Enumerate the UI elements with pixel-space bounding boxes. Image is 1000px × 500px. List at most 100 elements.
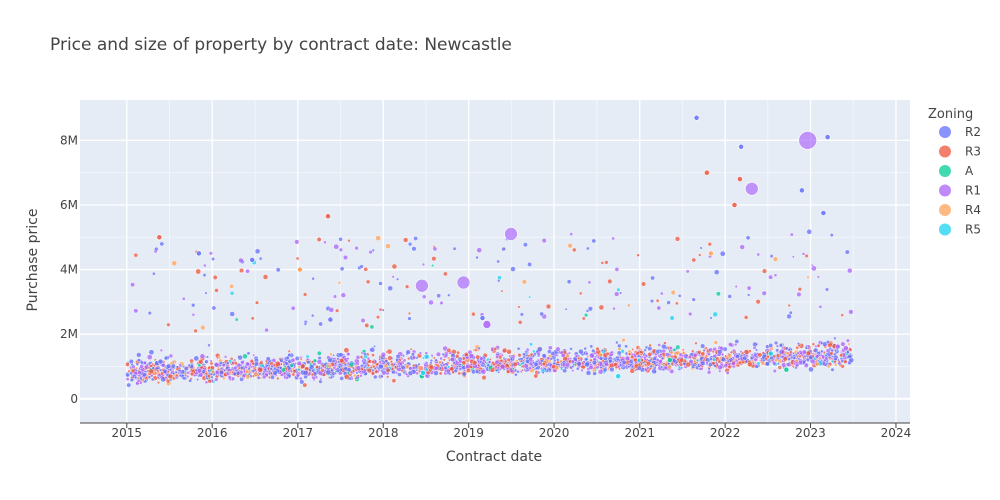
data-point	[797, 287, 802, 292]
data-point	[598, 304, 605, 311]
data-point	[692, 352, 698, 358]
y-tick-label: 0	[70, 392, 78, 406]
data-point	[769, 355, 774, 361]
data-point	[786, 313, 792, 320]
data-point	[683, 353, 689, 359]
data-point	[131, 364, 136, 369]
data-point	[497, 370, 501, 374]
data-point	[156, 381, 160, 385]
data-point	[164, 376, 168, 380]
data-point	[439, 301, 444, 306]
data-point-r3	[737, 176, 743, 182]
data-point	[205, 355, 209, 359]
data-point	[302, 369, 309, 376]
data-point	[332, 365, 337, 370]
data-point	[846, 350, 850, 355]
data-point	[607, 278, 613, 284]
data-point	[363, 266, 369, 272]
data-point	[347, 239, 351, 243]
data-point	[253, 361, 259, 367]
data-point	[333, 371, 337, 375]
data-point	[660, 291, 664, 296]
data-point	[234, 317, 239, 322]
data-point	[788, 310, 793, 315]
data-point	[801, 252, 806, 256]
data-point	[431, 256, 437, 262]
data-point	[283, 365, 287, 369]
data-point-r3	[156, 234, 163, 241]
data-point	[591, 360, 597, 366]
data-point	[717, 349, 723, 355]
data-point	[129, 377, 134, 383]
data-point	[574, 363, 577, 367]
data-point	[669, 350, 674, 355]
data-point	[402, 371, 406, 375]
data-point	[814, 361, 820, 367]
data-point	[636, 253, 640, 257]
data-point	[595, 365, 600, 370]
data-point	[474, 369, 480, 374]
data-point	[170, 363, 176, 369]
data-point	[488, 365, 493, 370]
data-point	[355, 355, 361, 360]
data-point	[664, 362, 669, 367]
data-point	[709, 357, 713, 361]
data-point	[292, 369, 297, 374]
data-point	[491, 361, 495, 365]
data-point	[424, 362, 428, 365]
data-point	[786, 362, 791, 367]
data-point	[706, 370, 712, 375]
data-point	[181, 296, 186, 301]
data-point	[323, 240, 327, 245]
data-point	[698, 253, 702, 257]
data-point	[643, 348, 647, 352]
data-point	[191, 313, 196, 317]
data-point	[833, 336, 837, 340]
data-point	[397, 372, 402, 377]
data-point	[316, 237, 322, 242]
data-point	[193, 355, 200, 362]
data-point	[646, 361, 652, 367]
data-point	[207, 369, 211, 373]
data-point	[615, 340, 619, 345]
data-point	[135, 362, 140, 366]
data-point	[380, 374, 384, 378]
data-point	[743, 315, 749, 320]
data-point	[252, 353, 256, 357]
data-point	[136, 379, 141, 383]
data-point	[679, 357, 685, 363]
data-point	[385, 367, 391, 373]
data-point	[627, 349, 632, 354]
data-point	[691, 349, 695, 353]
data-point	[571, 369, 575, 373]
data-point	[829, 233, 834, 238]
data-point	[142, 361, 147, 365]
data-point	[407, 370, 414, 376]
data-point	[814, 344, 818, 348]
data-point	[289, 363, 294, 368]
data-point	[418, 365, 424, 372]
data-point	[211, 305, 217, 311]
x-tick-label: 2020	[539, 426, 570, 440]
data-point	[484, 365, 488, 369]
data-point	[306, 360, 311, 365]
data-point	[227, 375, 232, 380]
data-point	[159, 348, 163, 352]
data-point	[524, 350, 529, 354]
data-point	[369, 347, 375, 353]
data-point-r2	[327, 316, 334, 323]
data-point	[362, 361, 367, 366]
data-point	[638, 347, 642, 351]
data-point	[390, 362, 394, 366]
data-point	[611, 236, 615, 241]
data-point	[327, 363, 332, 369]
data-point	[310, 372, 315, 377]
data-point	[378, 364, 384, 370]
data-point	[194, 368, 199, 372]
data-point	[796, 291, 802, 297]
data-point	[734, 285, 738, 289]
data-point	[618, 367, 621, 371]
data-point	[521, 368, 525, 372]
data-point	[746, 285, 752, 291]
data-point	[572, 247, 577, 253]
